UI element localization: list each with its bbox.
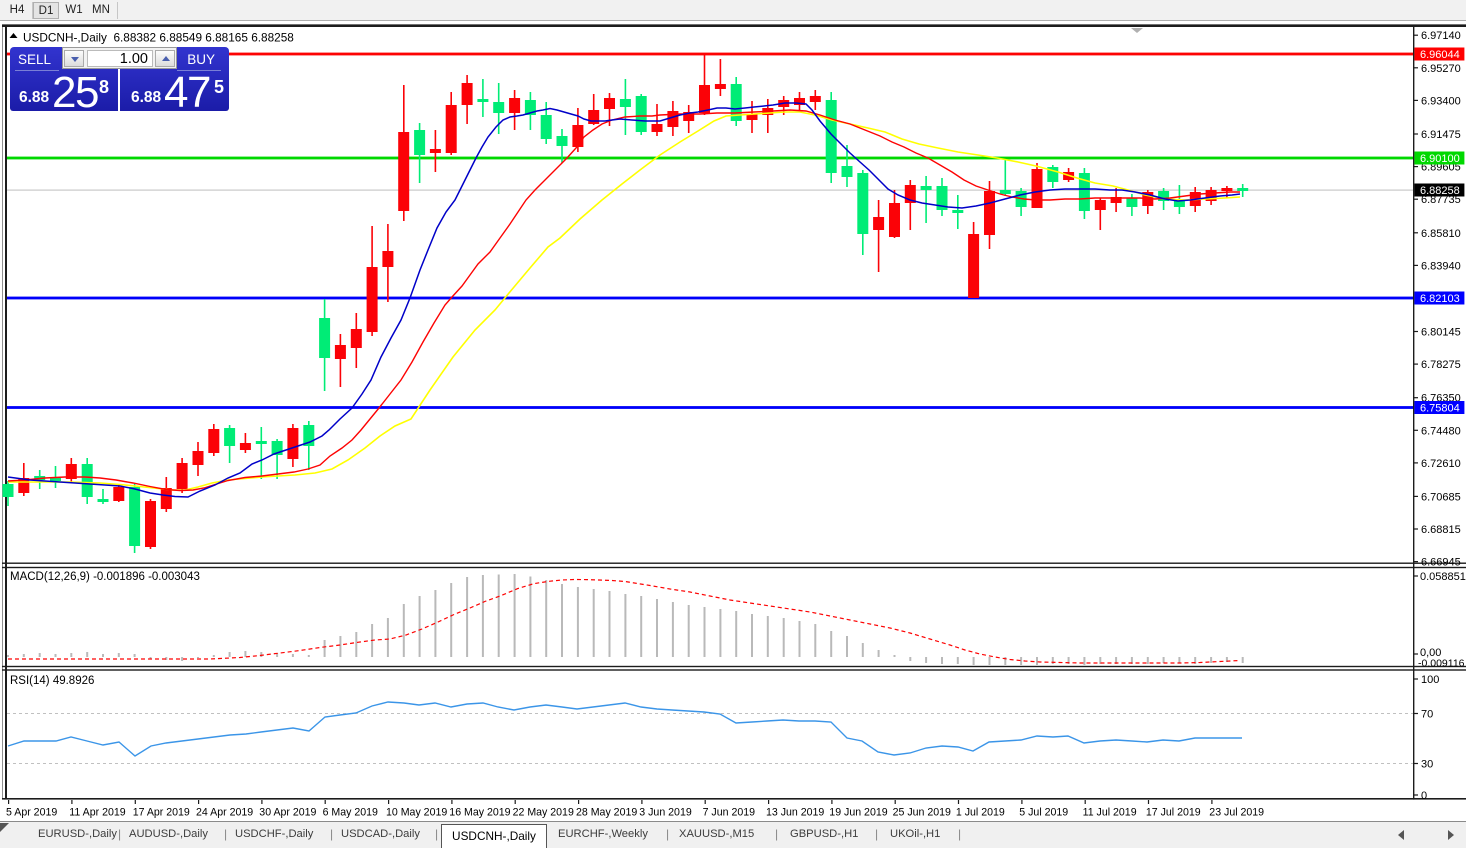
svg-text:6.70685: 6.70685: [1421, 491, 1461, 503]
svg-text:25 Jun 2019: 25 Jun 2019: [893, 807, 951, 819]
svg-text:USDCNH-,Daily 6.88382 6.88549: USDCNH-,Daily 6.88382 6.88549 6.88165 6.…: [23, 31, 294, 45]
svg-text:24 Apr 2019: 24 Apr 2019: [196, 807, 253, 819]
svg-text:6.80145: 6.80145: [1421, 327, 1461, 339]
svg-text:11 Apr 2019: 11 Apr 2019: [69, 807, 125, 819]
svg-text:23 Jul 2019: 23 Jul 2019: [1209, 807, 1264, 819]
svg-text:-0.009116: -0.009116: [1418, 658, 1465, 670]
svg-text:6.72610: 6.72610: [1421, 458, 1461, 470]
svg-text:10 May 2019: 10 May 2019: [386, 807, 447, 819]
svg-text:6.89605: 6.89605: [1421, 162, 1461, 174]
svg-text:0: 0: [1421, 790, 1427, 802]
svg-text:6.83940: 6.83940: [1421, 260, 1461, 272]
svg-text:6.87735: 6.87735: [1421, 194, 1461, 206]
svg-text:RSI(14) 49.8926: RSI(14) 49.8926: [10, 675, 94, 687]
svg-text:16 May 2019: 16 May 2019: [449, 807, 510, 819]
svg-text:0,00: 0,00: [1420, 647, 1441, 659]
svg-text:100: 100: [1421, 674, 1439, 686]
svg-text:17 Apr 2019: 17 Apr 2019: [133, 807, 190, 819]
svg-text:6 May 2019: 6 May 2019: [323, 807, 378, 819]
svg-text:28 May 2019: 28 May 2019: [576, 807, 637, 819]
svg-text:6.66945: 6.66945: [1421, 557, 1461, 569]
svg-text:30: 30: [1421, 759, 1433, 771]
svg-text:6.96044: 6.96044: [1420, 49, 1460, 61]
svg-text:0.058851: 0.058851: [1420, 571, 1466, 583]
svg-text:22 May 2019: 22 May 2019: [513, 807, 574, 819]
svg-text:6.68815: 6.68815: [1421, 524, 1461, 536]
svg-text:17 Jul 2019: 17 Jul 2019: [1146, 807, 1201, 819]
svg-text:13 Jun 2019: 13 Jun 2019: [766, 807, 824, 819]
svg-text:6.95270: 6.95270: [1421, 63, 1461, 75]
svg-text:5 Apr 2019: 5 Apr 2019: [6, 807, 57, 819]
svg-text:5 Jul 2019: 5 Jul 2019: [1019, 807, 1068, 819]
svg-text:6.93400: 6.93400: [1421, 95, 1461, 107]
svg-text:6.97140: 6.97140: [1421, 30, 1461, 42]
svg-text:70: 70: [1421, 709, 1433, 721]
svg-text:6.75804: 6.75804: [1420, 403, 1460, 415]
svg-text:6.82103: 6.82103: [1420, 293, 1460, 305]
svg-text:19 Jun 2019: 19 Jun 2019: [829, 807, 887, 819]
svg-text:6.78275: 6.78275: [1421, 359, 1461, 371]
svg-text:1 Jul 2019: 1 Jul 2019: [956, 807, 1005, 819]
svg-text:6.91475: 6.91475: [1421, 129, 1461, 141]
svg-text:6.88258: 6.88258: [1420, 185, 1460, 197]
svg-text:3 Jun 2019: 3 Jun 2019: [639, 807, 692, 819]
svg-text:30 Apr 2019: 30 Apr 2019: [259, 807, 316, 819]
svg-text:11 Jul 2019: 11 Jul 2019: [1083, 807, 1137, 819]
svg-text:7 Jun 2019: 7 Jun 2019: [703, 807, 756, 819]
svg-text:6.90100: 6.90100: [1420, 153, 1460, 165]
svg-text:MACD(12,26,9) -0.001896 -0.003: MACD(12,26,9) -0.001896 -0.003043: [10, 571, 200, 583]
svg-text:6.74480: 6.74480: [1421, 425, 1461, 437]
svg-text:6.85810: 6.85810: [1421, 228, 1461, 240]
